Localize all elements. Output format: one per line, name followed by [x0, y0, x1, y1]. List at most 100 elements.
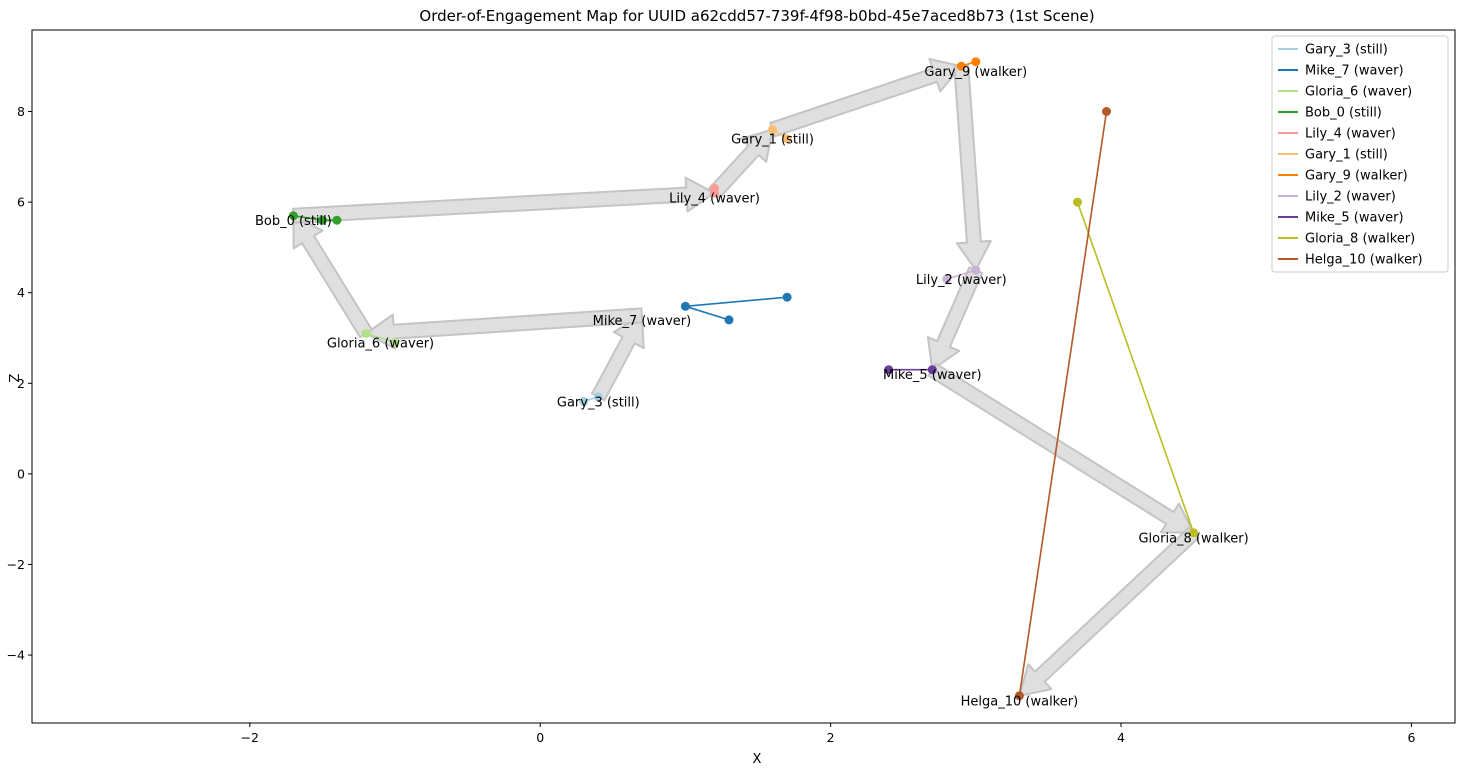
series-point	[361, 329, 371, 338]
series-point	[782, 134, 792, 144]
engagement-arrow	[953, 64, 992, 272]
z-axis-title: Z	[8, 373, 23, 382]
series-point	[956, 61, 966, 71]
engagement-arrow	[708, 128, 774, 199]
engagement-arrow	[769, 58, 963, 138]
series-2	[361, 329, 400, 347]
x-tick-label: 6	[1407, 730, 1415, 745]
point-label: Gary_1 (still)	[731, 133, 814, 148]
point-label: Lily_4 (waver)	[669, 192, 760, 207]
point-label: Mike_7 (waver)	[593, 314, 692, 329]
series-4	[710, 184, 719, 198]
legend-label: Mike_7 (waver)	[1305, 64, 1404, 79]
z-tick-label: 6	[17, 195, 25, 210]
point-label: Gloria_8 (walker)	[1138, 531, 1248, 546]
chart-title: Order-of-Engagement Map for UUID a62cdd5…	[419, 7, 1094, 25]
series-point	[317, 215, 327, 225]
x-tick-label: 0	[536, 730, 544, 745]
series-10	[1014, 107, 1111, 701]
point-label: Gloria_6 (waver)	[327, 337, 434, 352]
series-point	[680, 301, 690, 311]
series-point	[768, 125, 777, 135]
z-tick-label: 2	[17, 376, 25, 391]
series-3	[288, 211, 342, 225]
series-7	[942, 265, 981, 284]
series-point	[971, 57, 981, 67]
legend-label: Gary_3 (still)	[1305, 43, 1388, 58]
legend-label: Gary_1 (still)	[1305, 148, 1388, 163]
legend-label: Lily_2 (waver)	[1305, 190, 1396, 205]
legend-items: Gary_3 (still) Mike_7 (waver) Gloria_6 (wa…	[1278, 43, 1423, 268]
x-axis-ticks: −2 0 2 4 6	[241, 723, 1415, 745]
series-5	[768, 125, 792, 144]
z-tick-label: −2	[7, 557, 25, 572]
legend-item: Lily_2 (waver)	[1278, 190, 1396, 205]
series-point	[1014, 691, 1024, 701]
legend-item: Mike_7 (waver)	[1278, 64, 1404, 79]
legend-item: Gloria_6 (waver)	[1278, 85, 1412, 100]
engagement-arrow	[1018, 526, 1200, 697]
series-line	[365, 332, 396, 344]
legend-item: Gary_9 (walker)	[1278, 169, 1408, 184]
legend-label: Gloria_6 (waver)	[1305, 85, 1412, 100]
point-label: Gary_9 (walker)	[924, 65, 1027, 80]
series-point	[332, 215, 342, 225]
x-tick-label: 2	[827, 730, 835, 745]
legend-label: Helga_10 (walker)	[1305, 253, 1423, 268]
engagement-arrow	[292, 176, 716, 224]
series-layer	[288, 57, 1199, 701]
legend-label: Bob_0 (still)	[1305, 106, 1382, 121]
point-label: Mike_5 (waver)	[883, 368, 982, 383]
point-label: Lily_2 (waver)	[916, 273, 1007, 288]
engagement-arrow	[365, 307, 644, 350]
engagement-arrow	[926, 266, 984, 371]
series-line	[946, 269, 977, 280]
series-point	[971, 265, 981, 275]
legend-item: Gary_1 (still)	[1278, 148, 1388, 163]
z-tick-label: 0	[17, 466, 25, 481]
series-point	[1073, 197, 1082, 207]
series-point	[884, 365, 894, 375]
legend-label: Gary_9 (walker)	[1305, 169, 1408, 184]
series-point	[390, 338, 400, 347]
series-point	[1189, 528, 1199, 538]
x-tick-label: 4	[1117, 730, 1125, 745]
series-line	[1076, 201, 1195, 534]
y-axis-ticks: −4 −2 0 2 4 6 8	[7, 104, 32, 663]
series-8	[884, 365, 937, 375]
plot-frame	[31, 29, 1456, 724]
z-tick-label: −4	[7, 648, 25, 663]
series-point	[579, 396, 589, 406]
engagement-arrows	[292, 58, 1200, 697]
legend-item: Gary_3 (still)	[1278, 43, 1388, 58]
engagement-arrow	[292, 214, 373, 339]
legend-item: Mike_5 (waver)	[1278, 211, 1404, 226]
series-line	[1018, 111, 1108, 696]
point-label: Bob_0 (still)	[255, 214, 332, 229]
z-tick-label: 4	[17, 285, 25, 300]
x-axis-title: X	[753, 752, 762, 767]
legend: Gary_3 (still) Mike_7 (waver) Gloria_6 (wa…	[1271, 35, 1449, 273]
legend-item: Helga_10 (walker)	[1278, 253, 1423, 268]
series-6	[956, 57, 981, 71]
legend-label: Mike_5 (waver)	[1305, 211, 1404, 226]
series-point	[1102, 107, 1111, 116]
series-point	[927, 365, 937, 375]
legend-item: Bob_0 (still)	[1278, 106, 1382, 121]
series-line	[685, 296, 788, 321]
series-point	[288, 211, 298, 221]
series-point	[724, 315, 734, 325]
legend-item: Gloria_8 (walker)	[1278, 232, 1415, 247]
legend-label: Gloria_8 (walker)	[1305, 232, 1415, 247]
series-point	[942, 274, 952, 284]
point-labels: Gary_3 (still) Mike_7 (waver) Gloria_6 (wa…	[255, 65, 1249, 710]
point-label: Gary_3 (still)	[557, 395, 640, 410]
series-point	[782, 292, 792, 302]
series-point	[593, 392, 603, 402]
point-label: Helga_10 (walker)	[961, 694, 1079, 709]
engagement-arrow	[927, 362, 1195, 534]
series-1	[680, 292, 792, 325]
series-0	[579, 392, 603, 406]
legend-label: Lily_4 (waver)	[1305, 127, 1396, 142]
